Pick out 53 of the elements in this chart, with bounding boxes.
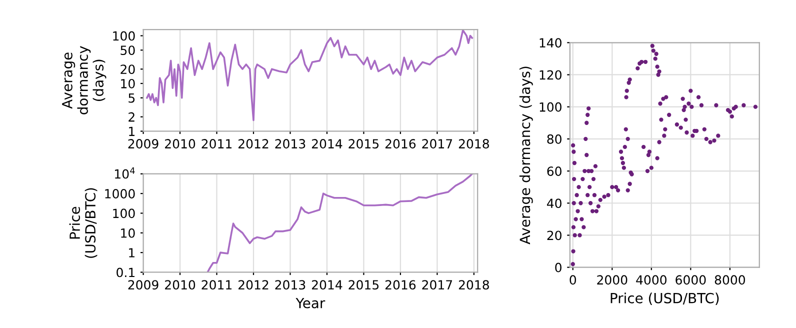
x-tick-label: 2009 <box>128 280 158 290</box>
y-tick-label: 40 <box>547 198 562 208</box>
y-axis-title: Average dormancy (days) <box>62 46 106 114</box>
x-tick-label: 8000 <box>714 275 746 285</box>
x-tick-label: 2015 <box>348 139 379 149</box>
y-axis-title: Price (USD/BTC) <box>69 188 98 258</box>
x-tick-label: 2011 <box>202 280 232 290</box>
y-tick-label: 100 <box>540 102 562 112</box>
x-tick-label: 2017 <box>422 139 452 149</box>
x-tick-label: 2012 <box>238 280 268 290</box>
x-tick-label: 2012 <box>238 139 268 149</box>
x-tick-label: 2010 <box>165 280 196 290</box>
x-tick-label: 2016 <box>385 139 416 149</box>
y-tick-label: 60 <box>547 166 562 176</box>
line-series <box>146 30 473 122</box>
x-tick-label: 0 <box>570 275 576 285</box>
y-tick-label: 10$^{4}$ <box>115 167 135 179</box>
x-tick-label: 2017 <box>422 280 452 290</box>
x-axis-title: Year <box>296 298 326 308</box>
x-tick-label: 2009 <box>128 139 158 149</box>
x-tick-label: 4000 <box>636 275 666 285</box>
y-tick-label: 120 <box>540 70 562 80</box>
x-axis-title: Price (USD/BTC) <box>610 292 719 305</box>
x-tick-label: 2013 <box>275 139 306 149</box>
y-tick-label: 50 <box>120 46 135 56</box>
y-tick-label: 100 <box>113 208 135 218</box>
x-tick-label: 6000 <box>676 275 706 285</box>
x-tick-label: 2013 <box>275 280 306 290</box>
y-tick-label: 140 <box>540 38 562 48</box>
x-tick-label: 2015 <box>348 280 379 290</box>
x-tick-label: 2014 <box>312 280 342 290</box>
y-tick-label: 5 <box>128 93 135 103</box>
y-tick-label: 1 <box>129 248 134 258</box>
line-series <box>206 174 473 272</box>
y-tick-label: 10 <box>121 228 135 238</box>
y-tick-label: 100 <box>113 31 135 41</box>
y-tick-label: 1000 <box>105 188 135 198</box>
y-tick-label: 0.1 <box>116 268 134 278</box>
y-tick-label: 10 <box>121 78 135 88</box>
y-tick-label: 1 <box>129 126 134 136</box>
y-tick-label: 2 <box>128 112 134 122</box>
x-tick-label: 2014 <box>312 139 342 149</box>
y-tick-label: 0 <box>555 262 562 272</box>
y-tick-label: 20 <box>120 64 135 74</box>
x-tick-label: 2000 <box>597 275 628 285</box>
x-tick-label: 2011 <box>202 139 232 149</box>
x-tick-label: 2018 <box>458 139 489 149</box>
y-tick-label: 20 <box>547 230 562 240</box>
y-tick-label: 80 <box>547 134 562 144</box>
x-tick-label: 2016 <box>385 280 416 290</box>
y-axis-title: Average dormancy (days) <box>519 66 533 244</box>
x-tick-label: 2018 <box>458 280 489 290</box>
x-tick-label: 2010 <box>165 139 196 149</box>
